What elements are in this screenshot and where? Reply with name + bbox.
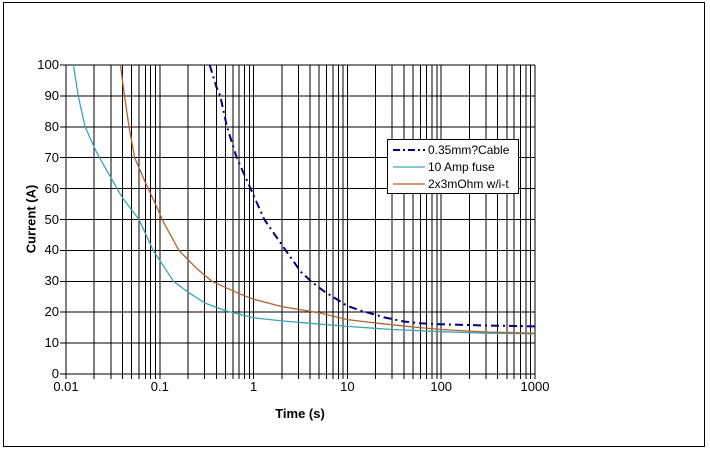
- x-axis-title: Time (s): [275, 406, 325, 421]
- legend-item-fuse: 10 Amp fuse: [392, 158, 516, 175]
- series-line-2: [119, 64, 536, 334]
- y-tick-label-10: 10: [44, 335, 59, 351]
- x-tick-label-1000: 1000: [520, 379, 550, 394]
- y-tick-label-40: 40: [44, 242, 59, 258]
- y-tick-label-100: 100: [37, 57, 59, 72]
- legend-label-wire: 2x3mOhm w/i-t: [428, 176, 509, 191]
- y-axis-title: Current (A): [23, 184, 39, 254]
- y-tick-label-60: 60: [44, 180, 59, 196]
- y-tick-label-20: 20: [44, 304, 59, 320]
- legend-line-wire: [393, 182, 425, 185]
- y-tick-label-30: 30: [44, 273, 59, 289]
- series-line-1: [72, 64, 536, 335]
- y-tick-label-0: 0: [51, 366, 59, 381]
- y-tick-label-80: 80: [44, 118, 59, 134]
- legend-item-wire: 2x3mOhm w/i-t: [392, 175, 516, 192]
- x-tick-label-1: 1: [249, 379, 258, 394]
- legend-item-cable: 0.35mm?Cable: [392, 141, 516, 158]
- legend-line-fuse: [393, 165, 425, 168]
- chart-outer-border: [3, 2, 705, 447]
- y-tick-label-90: 90: [44, 87, 59, 103]
- legend-label-cable: 0.35mm?Cable: [428, 142, 510, 157]
- x-tick-label-0.1: 0.1: [150, 379, 169, 394]
- x-tick-label-0.01: 0.01: [53, 379, 79, 394]
- y-tick-label-70: 70: [44, 149, 59, 165]
- x-tick-label-100: 100: [430, 379, 453, 394]
- legend: 0.35mm?Cable 10 Amp fuse 2x3mOhm w/i-t: [387, 139, 519, 194]
- legend-label-fuse: 10 Amp fuse: [428, 159, 495, 174]
- x-tick-label-10: 10: [340, 379, 355, 394]
- series-line-0: [208, 64, 536, 328]
- legend-line-cable: [393, 148, 425, 151]
- y-tick-label-50: 50: [44, 211, 59, 227]
